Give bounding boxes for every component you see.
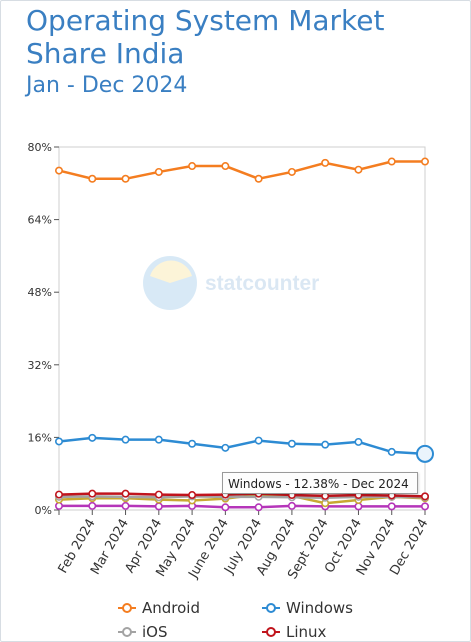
android-legend-marker-icon — [118, 603, 136, 613]
data-point-windows[interactable] — [321, 440, 330, 449]
legend-item-android[interactable]: Android — [118, 599, 200, 617]
data-point-other[interactable] — [121, 501, 130, 510]
watermark-text: statcounter — [205, 272, 319, 295]
data-point-windows[interactable] — [416, 444, 434, 463]
data-point-android[interactable] — [387, 157, 396, 166]
data-point-linux[interactable] — [54, 490, 63, 499]
data-point-linux[interactable] — [154, 490, 163, 499]
data-point-android[interactable] — [420, 157, 429, 166]
data-point-android[interactable] — [287, 167, 296, 176]
data-point-other[interactable] — [54, 501, 63, 510]
chart-area: statcounter 0%16%32%48%64%80% Feb 2024Ma… — [28, 141, 434, 582]
data-point-other[interactable] — [287, 501, 296, 510]
data-point-android[interactable] — [354, 165, 363, 174]
windows-legend-marker-icon — [262, 603, 280, 613]
data-point-windows[interactable] — [387, 447, 396, 456]
data-point-android[interactable] — [54, 166, 63, 175]
y-tick-label: 0% — [35, 504, 52, 517]
statcounter-watermark: statcounter — [143, 256, 319, 310]
data-point-android[interactable] — [221, 162, 230, 171]
data-point-linux[interactable] — [188, 491, 197, 500]
data-point-windows[interactable] — [221, 443, 230, 452]
data-point-windows[interactable] — [88, 433, 97, 442]
data-tooltip: Windows - 12.38% - Dec 2024 — [222, 472, 418, 494]
legend-label-ios: iOS — [142, 623, 168, 641]
y-tick-label: 48% — [28, 286, 52, 299]
data-point-windows[interactable] — [54, 437, 63, 446]
legend-label-windows: Windows — [286, 599, 353, 617]
data-point-other[interactable] — [254, 503, 263, 512]
data-point-windows[interactable] — [287, 439, 296, 448]
plot-border — [58, 146, 426, 511]
y-tick-label: 16% — [28, 431, 52, 444]
legend-label-linux: Linux — [286, 623, 327, 641]
y-tick-label: 32% — [28, 359, 52, 372]
data-point-linux[interactable] — [88, 489, 97, 498]
legend-item-linux[interactable]: Linux — [262, 623, 326, 641]
ios-legend-marker-icon — [118, 627, 136, 637]
data-point-android[interactable] — [88, 174, 97, 183]
chart-legend: Android Windows iOS Linux — [0, 596, 471, 642]
data-point-android[interactable] — [321, 158, 330, 167]
data-point-other[interactable] — [354, 502, 363, 511]
y-tick-label: 80% — [28, 141, 52, 154]
data-point-linux[interactable] — [121, 489, 130, 498]
data-point-windows[interactable] — [121, 435, 130, 444]
data-point-linux[interactable] — [420, 492, 429, 501]
y-tick-label: 64% — [28, 214, 52, 227]
series-line-windows — [58, 436, 426, 456]
legend-item-ios[interactable]: iOS — [118, 623, 168, 641]
data-point-other[interactable] — [154, 502, 163, 511]
data-point-windows[interactable] — [154, 435, 163, 444]
data-point-other[interactable] — [420, 502, 429, 511]
data-point-other[interactable] — [221, 503, 230, 512]
chart-title: Operating System Market Share India — [26, 4, 385, 70]
linux-legend-marker-icon — [262, 627, 280, 637]
series-line-ios — [58, 495, 426, 499]
data-point-android[interactable] — [154, 167, 163, 176]
data-point-android[interactable] — [254, 174, 263, 183]
data-point-other[interactable] — [387, 502, 396, 511]
data-point-windows[interactable] — [254, 436, 263, 445]
series-line-android — [58, 160, 425, 181]
legend-item-windows[interactable]: Windows — [262, 599, 353, 617]
chart-subtitle: Jan - Dec 2024 — [26, 73, 188, 98]
data-point-other[interactable] — [88, 501, 97, 510]
data-point-android[interactable] — [121, 174, 130, 183]
data-point-windows[interactable] — [354, 437, 363, 446]
data-point-android[interactable] — [188, 162, 197, 171]
data-point-windows[interactable] — [188, 439, 197, 448]
series-line-linux — [58, 492, 426, 498]
legend-label-android: Android — [142, 599, 200, 617]
series-line-other — [59, 504, 425, 509]
